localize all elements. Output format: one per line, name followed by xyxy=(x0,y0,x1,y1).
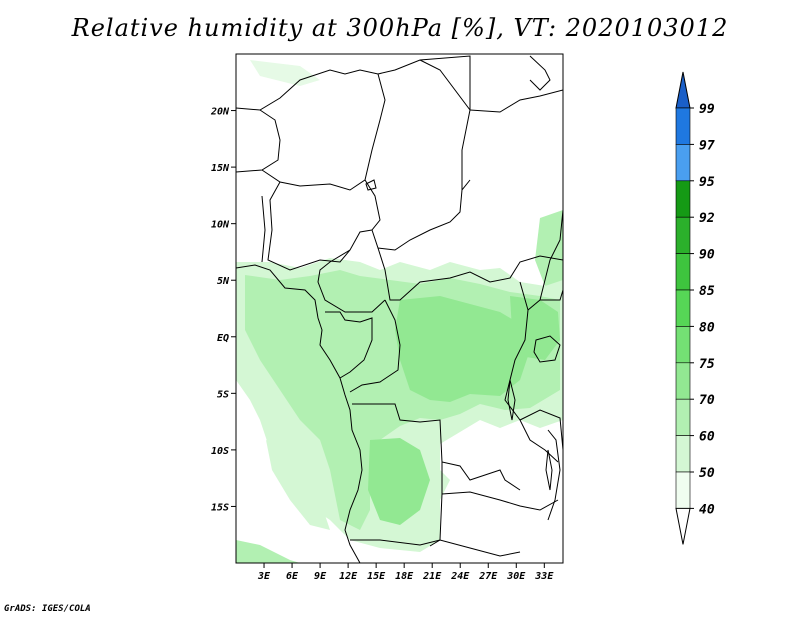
colorbar-box xyxy=(675,326,691,364)
lat-tick-label: 5S xyxy=(217,389,229,400)
lake-chad xyxy=(365,179,377,191)
map-frame xyxy=(235,53,564,564)
colorbar-box xyxy=(675,435,691,473)
colorbar-box xyxy=(675,289,691,327)
colorbar-box xyxy=(675,362,691,400)
border-nigeria xyxy=(267,181,373,271)
humidity-region-southwest xyxy=(236,540,300,563)
colorbar-box xyxy=(675,144,691,182)
lat-tick-label: 5N xyxy=(217,276,230,287)
colorbar-label: 50 xyxy=(699,466,715,481)
border-gabon xyxy=(325,311,373,379)
lon-tick-label: 15E xyxy=(367,571,386,582)
colorbar-box xyxy=(675,398,691,436)
colorbar-label: 95 xyxy=(699,175,715,190)
humidity-region-northeast xyxy=(535,210,563,286)
lat-tick-label: 20N xyxy=(210,107,230,118)
colorbar-label: 90 xyxy=(699,248,715,263)
lon-tick-label: 21E xyxy=(422,571,442,582)
colorbar-box xyxy=(675,253,691,291)
border-benin xyxy=(261,195,266,263)
credit-label: GrADS: IGES/COLA xyxy=(4,604,91,614)
humidity-region-north xyxy=(250,60,320,86)
border-sahara-2 xyxy=(236,109,281,173)
lon-tick-label: 33E xyxy=(534,571,554,582)
humidity-region-congo xyxy=(395,296,530,402)
colorbar-label: 92 xyxy=(699,211,715,226)
humidity-region-atlantic xyxy=(266,440,330,530)
border-congo xyxy=(349,299,401,393)
longitude-axis: 3E 6E 9E 12E 15E 18E 21E 24E 27E 30E 33E xyxy=(257,563,554,582)
lake-malawi xyxy=(545,449,553,491)
colorbar-box xyxy=(675,471,691,509)
border-car xyxy=(377,247,563,301)
border-sudan xyxy=(469,89,563,113)
border-sahel xyxy=(261,169,471,251)
border-chad xyxy=(419,59,471,190)
country-boundaries xyxy=(236,55,563,563)
lon-tick-label: 12E xyxy=(339,571,358,582)
latitude-axis: 20N 15N 10N 5N EQ 5S 10S 15S xyxy=(210,107,236,513)
lake-tanganyika xyxy=(507,379,516,421)
lake-victoria xyxy=(533,335,561,363)
border-sahara-1 xyxy=(236,55,471,111)
lon-tick-label: 24E xyxy=(450,571,470,582)
colorbar-bottom-arrow xyxy=(675,507,691,545)
chart-title: Relative humidity at 300hPa [%], VT: 202… xyxy=(71,14,729,42)
colorbar-box xyxy=(675,180,691,218)
colorbar-label: 70 xyxy=(699,393,715,408)
humidity-field xyxy=(236,60,563,563)
lon-tick-label: 30E xyxy=(506,571,526,582)
colorbar-box xyxy=(675,216,691,254)
border-tanzania xyxy=(519,409,563,451)
border-madagascar-hint xyxy=(547,429,561,521)
border-drc-east xyxy=(504,281,559,463)
lat-tick-label: 15N xyxy=(211,163,230,174)
colorbar-top-arrow xyxy=(675,71,691,109)
colorbar-label: 40 xyxy=(699,502,715,517)
colorbar: 99 97 95 92 90 85 80 75 70 60 50 40 xyxy=(675,71,715,545)
lat-tick-label: 10N xyxy=(211,220,230,231)
colorbar-box xyxy=(675,107,691,145)
lon-tick-label: 9E xyxy=(314,571,327,582)
border-cameroon xyxy=(317,249,386,313)
lat-tick-label: 10S xyxy=(211,446,229,457)
border-niger xyxy=(364,73,386,181)
lon-tick-label: 6E xyxy=(286,571,299,582)
lon-tick-label: 18E xyxy=(395,571,414,582)
colorbar-label: 99 xyxy=(699,102,715,117)
lon-tick-label: 3E xyxy=(257,571,271,582)
border-zambia xyxy=(441,491,559,511)
border-uganda xyxy=(527,289,563,311)
colorbar-label: 75 xyxy=(699,357,715,372)
border-kenya xyxy=(539,209,563,301)
humidity-region-gulf xyxy=(250,290,320,360)
border-namibia xyxy=(350,539,521,557)
lon-tick-label: 27E xyxy=(478,571,498,582)
lat-tick-label: EQ xyxy=(217,333,229,344)
colorbar-label: 80 xyxy=(699,320,715,335)
lat-tick-label: 15S xyxy=(211,502,229,513)
humidity-region-angola xyxy=(368,438,430,525)
border-east-coast xyxy=(529,55,551,91)
colorbar-label: 85 xyxy=(699,284,715,299)
colorbar-label: 60 xyxy=(699,430,715,445)
colorbar-label: 97 xyxy=(699,138,715,153)
